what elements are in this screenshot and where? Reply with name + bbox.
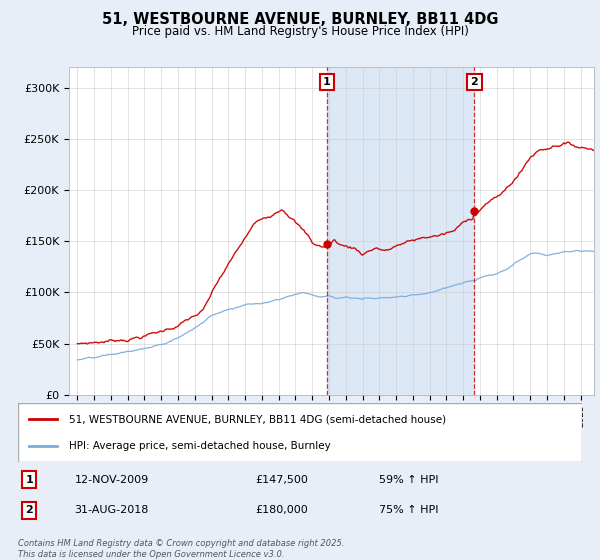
- Text: 51, WESTBOURNE AVENUE, BURNLEY, BB11 4DG (semi-detached house): 51, WESTBOURNE AVENUE, BURNLEY, BB11 4DG…: [69, 414, 446, 424]
- Text: Price paid vs. HM Land Registry's House Price Index (HPI): Price paid vs. HM Land Registry's House …: [131, 25, 469, 38]
- Text: 51, WESTBOURNE AVENUE, BURNLEY, BB11 4DG: 51, WESTBOURNE AVENUE, BURNLEY, BB11 4DG: [102, 12, 498, 27]
- Bar: [327, 67, 475, 395]
- Text: £180,000: £180,000: [255, 506, 308, 516]
- Text: £147,500: £147,500: [255, 474, 308, 484]
- Text: 12-NOV-2009: 12-NOV-2009: [74, 474, 149, 484]
- Text: 59% ↑ HPI: 59% ↑ HPI: [379, 474, 439, 484]
- Text: 75% ↑ HPI: 75% ↑ HPI: [379, 506, 439, 516]
- Text: Contains HM Land Registry data © Crown copyright and database right 2025.
This d: Contains HM Land Registry data © Crown c…: [18, 539, 344, 559]
- Text: 2: 2: [470, 77, 478, 87]
- FancyBboxPatch shape: [18, 403, 582, 462]
- Text: HPI: Average price, semi-detached house, Burnley: HPI: Average price, semi-detached house,…: [69, 441, 331, 451]
- Text: 1: 1: [323, 77, 331, 87]
- Text: 31-AUG-2018: 31-AUG-2018: [74, 506, 149, 516]
- Text: 1: 1: [25, 474, 33, 484]
- Text: 2: 2: [25, 506, 33, 516]
